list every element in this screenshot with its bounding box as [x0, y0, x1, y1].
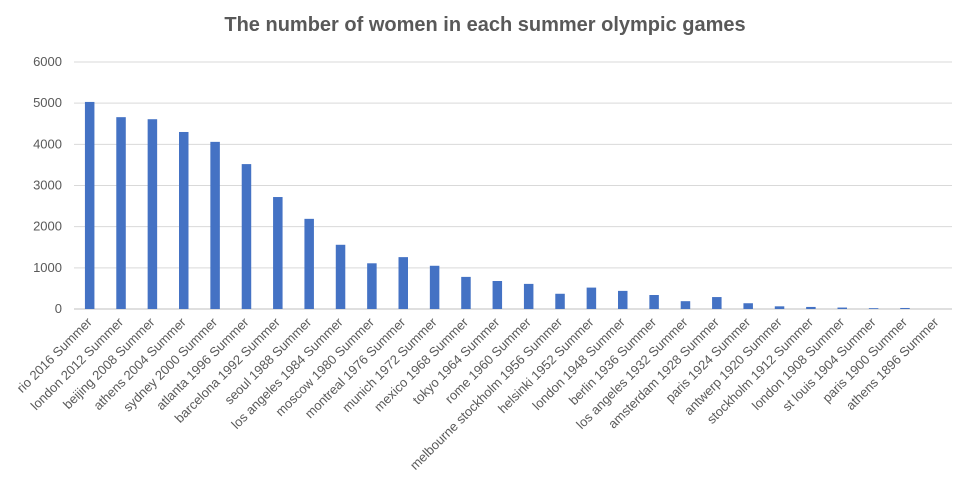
bar — [586, 287, 597, 309]
y-tick-label: 1000 — [33, 260, 62, 275]
bar — [649, 295, 659, 309]
y-tick-label: 0 — [55, 301, 62, 316]
y-tick-label: 3000 — [33, 178, 62, 193]
bar — [618, 290, 628, 309]
bar — [179, 131, 189, 309]
bar — [523, 283, 534, 309]
bar — [241, 164, 252, 309]
bar — [680, 301, 691, 309]
bar — [273, 197, 283, 309]
bar — [806, 306, 816, 309]
bar — [398, 257, 408, 309]
bar — [429, 265, 440, 309]
bar — [116, 117, 126, 309]
bar — [147, 119, 158, 309]
y-tick-label: 4000 — [33, 136, 62, 151]
chart-title: The number of women in each summer olymp… — [224, 14, 746, 36]
bar — [774, 306, 785, 309]
bar — [900, 307, 910, 309]
bar — [84, 101, 95, 309]
bar — [743, 303, 753, 309]
bar — [712, 297, 722, 309]
bar — [210, 141, 220, 309]
bar — [555, 293, 565, 309]
y-tick-label: 6000 — [33, 54, 62, 69]
bar — [837, 307, 847, 309]
bar — [868, 308, 879, 309]
bar — [304, 218, 314, 309]
bar — [461, 276, 471, 309]
bar — [492, 281, 503, 309]
y-tick-label: 5000 — [33, 95, 62, 110]
bar — [367, 263, 377, 309]
bar — [335, 244, 346, 309]
y-tick-label: 2000 — [33, 219, 62, 234]
